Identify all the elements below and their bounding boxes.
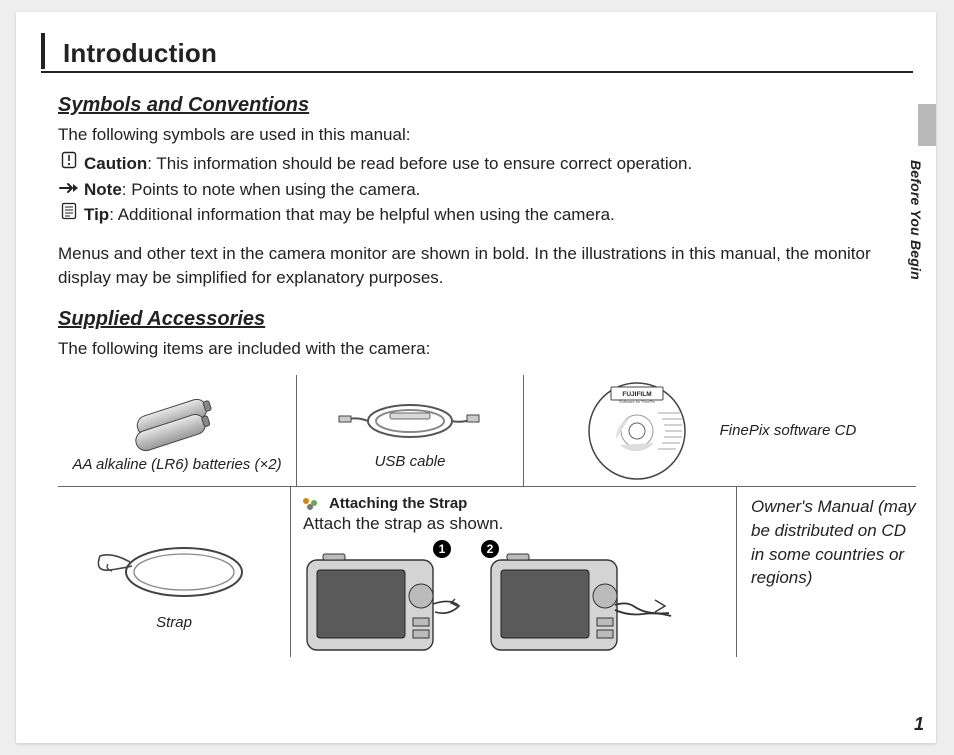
camera-step-2: 2 — [487, 540, 677, 660]
symbol-row-note: Note: Points to note when using the came… — [58, 177, 916, 203]
strap-caption: Strap — [156, 614, 192, 631]
section-accessories-heading: Supplied Accessories — [58, 308, 916, 331]
accessories-row-2: Strap Attaching the Strap Attach the str… — [58, 487, 916, 657]
side-label: Before You Begin — [908, 160, 924, 280]
step-number-1: 1 — [433, 540, 451, 558]
accessory-batteries: AA alkaline (LR6) batteries (×2) — [58, 375, 296, 486]
camera-illustration-1 — [303, 540, 463, 660]
batteries-caption: AA alkaline (LR6) batteries (×2) — [72, 456, 281, 473]
camera-steps: 1 — [303, 540, 736, 660]
usb-caption: USB cable — [375, 453, 446, 470]
batteries-illustration — [117, 388, 237, 452]
accessory-usb: USB cable — [297, 375, 523, 486]
attaching-strap-section: Attaching the Strap Attach the strap as … — [291, 487, 736, 657]
symbols-para2: Menus and other text in the camera monit… — [58, 242, 916, 290]
accessory-cd: FUJIFILM Software for FinePix FinePix so… — [524, 375, 904, 486]
caution-icon — [58, 151, 80, 169]
bullet-dots-icon — [303, 498, 323, 510]
note-icon — [58, 181, 80, 195]
page-number: 1 — [914, 714, 924, 735]
attach-heading: Attaching the Strap — [329, 495, 467, 512]
accessory-strap: Strap — [58, 487, 290, 657]
page-title: Introduction — [41, 38, 913, 69]
symbol-row-tip: Tip: Additional information that may be … — [58, 202, 916, 228]
cd-illustration: FUJIFILM Software for FinePix — [572, 379, 702, 483]
usb-illustration — [335, 391, 485, 449]
note-label: Note — [84, 180, 122, 199]
tip-text: : Additional information that may be hel… — [109, 205, 615, 224]
svg-text:Software for FinePix: Software for FinePix — [619, 399, 655, 404]
side-tab — [918, 104, 936, 146]
step-number-2: 2 — [481, 540, 499, 558]
section-symbols-heading: Symbols and Conventions — [58, 94, 916, 117]
accessories-grid: AA alkaline (LR6) batteries (×2) USB cab… — [58, 375, 916, 657]
camera-illustration-2 — [487, 540, 677, 660]
accessories-row-1: AA alkaline (LR6) batteries (×2) USB cab… — [58, 375, 916, 487]
manual-page: Introduction Symbols and Conventions The… — [16, 12, 936, 743]
owners-manual-note: Owner's Manual (may be distributed on CD… — [736, 487, 916, 657]
tip-icon — [58, 202, 80, 220]
symbol-row-caution: Caution: This information should be read… — [58, 151, 916, 177]
caution-text: : This information should be read before… — [147, 154, 692, 173]
title-rule-vertical — [41, 33, 45, 69]
svg-text:FUJIFILM: FUJIFILM — [622, 391, 651, 398]
accessories-intro: The following items are included with th… — [58, 337, 916, 361]
title-bar: Introduction — [41, 38, 913, 73]
content-area: Symbols and Conventions The following sy… — [58, 94, 916, 657]
cd-caption: FinePix software CD — [720, 422, 857, 439]
owners-manual-text: Owner's Manual (may be distributed on CD… — [751, 495, 916, 590]
camera-step-1: 1 — [303, 540, 463, 660]
note-text: : Points to note when using the camera. — [122, 180, 421, 199]
symbols-intro: The following symbols are used in this m… — [58, 123, 916, 147]
tip-label: Tip — [84, 205, 109, 224]
strap-illustration — [84, 514, 264, 614]
attach-text: Attach the strap as shown. — [303, 514, 736, 534]
caution-label: Caution — [84, 154, 147, 173]
